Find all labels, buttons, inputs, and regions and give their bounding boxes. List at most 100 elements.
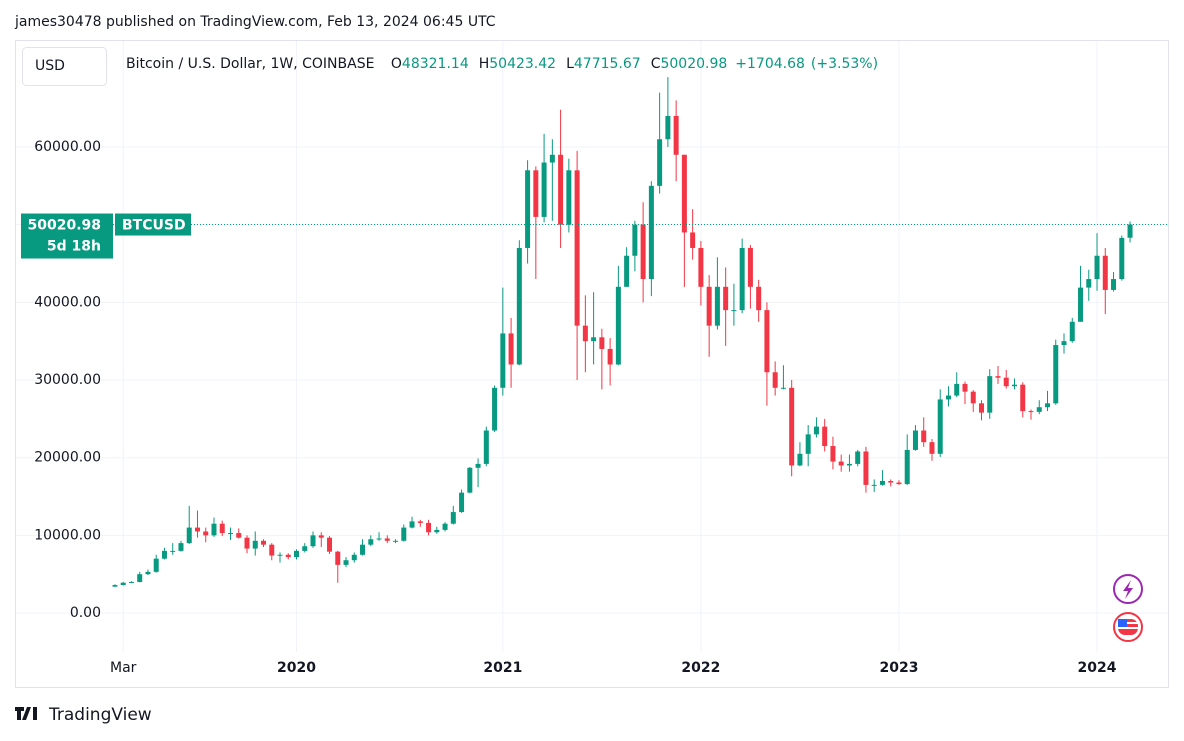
- candle-body: [335, 551, 341, 565]
- candle-body: [970, 391, 976, 404]
- candle-body: [285, 554, 291, 558]
- ohlc-value: 50423.42: [489, 56, 556, 72]
- candle-body: [648, 185, 654, 280]
- candle-body: [351, 554, 357, 561]
- candle-body: [706, 286, 712, 326]
- candle-body: [888, 480, 894, 483]
- candle-body: [822, 426, 828, 447]
- candle-body: [921, 430, 927, 443]
- candle-body: [327, 537, 333, 552]
- candle-body: [945, 395, 951, 400]
- candle-body: [128, 581, 134, 583]
- footer-logo: [15, 707, 37, 720]
- candle-body: [525, 170, 531, 248]
- candle-body: [1119, 237, 1125, 280]
- candle-body: [780, 387, 786, 389]
- candle-body: [591, 337, 597, 342]
- candle-body: [1069, 321, 1075, 342]
- candle-body: [1111, 279, 1117, 290]
- candle-body: [492, 387, 498, 431]
- candle-body: [112, 585, 118, 587]
- candle-body: [904, 449, 910, 485]
- candle-body: [459, 492, 465, 513]
- currency-label: USD: [35, 58, 65, 74]
- ohlc-prefix: H: [479, 56, 490, 72]
- candle-body: [417, 521, 423, 523]
- candle-body: [302, 546, 308, 551]
- candle-body: [467, 467, 473, 493]
- candle-body: [343, 560, 349, 565]
- ohlc-value: 50020.98: [660, 56, 727, 72]
- candle-body: [723, 286, 729, 311]
- candle-body: [1036, 407, 1042, 412]
- candle-body: [1094, 255, 1100, 280]
- candle-body: [376, 538, 382, 540]
- candle-body: [500, 333, 506, 388]
- x-tick-label: 2024: [1078, 660, 1117, 676]
- candle-body: [384, 538, 390, 541]
- candle-body: [252, 540, 258, 549]
- candle-body: [434, 529, 440, 533]
- price-label-box: [21, 213, 113, 259]
- candle-body: [838, 461, 844, 466]
- candle-body: [558, 154, 564, 225]
- candle-body: [1102, 255, 1108, 290]
- y-tick-label: 10000.00: [34, 527, 101, 543]
- logo-mark: [15, 707, 37, 720]
- candle-body: [393, 540, 399, 542]
- candle-body: [269, 544, 275, 556]
- x-tick-label: 2022: [681, 660, 720, 676]
- candle-body: [731, 310, 737, 312]
- candle-body: [681, 154, 687, 233]
- candle-body: [566, 170, 572, 225]
- y-tick-label: 0.00: [70, 605, 101, 621]
- candle-body: [450, 512, 456, 524]
- publisher-line: james30478 published on TradingView.com,…: [14, 14, 496, 30]
- candle-body: [203, 531, 209, 536]
- candle-body: [789, 387, 795, 466]
- candle-body: [186, 527, 192, 544]
- candle-body: [1061, 341, 1067, 346]
- candle-body: [442, 523, 448, 530]
- candle-body: [879, 480, 885, 485]
- candle-body: [219, 523, 225, 534]
- candle-body: [690, 232, 696, 248]
- candle-body: [120, 582, 126, 586]
- candle-body: [236, 533, 242, 538]
- candle-body: [747, 247, 753, 287]
- candle-body: [170, 550, 176, 552]
- series-label: BTCUSD: [122, 218, 186, 234]
- y-tick-label: 20000.00: [34, 450, 101, 466]
- candle-body: [1053, 345, 1059, 404]
- candle-body: [714, 286, 720, 326]
- candle-body: [797, 453, 803, 466]
- candle-body: [318, 535, 324, 538]
- candle-body: [483, 430, 489, 464]
- candle-body: [310, 535, 316, 547]
- candle-body: [954, 383, 960, 396]
- countdown-label: 5d 18h: [47, 239, 101, 255]
- candle-body: [574, 170, 580, 326]
- flag-stripe: [1118, 622, 1138, 624]
- candle-body: [929, 442, 935, 454]
- plot-area: [16, 41, 1168, 652]
- chart-frame: [15, 40, 1169, 688]
- candle-body: [863, 451, 869, 485]
- candle-body: [640, 224, 646, 280]
- currency-button[interactable]: [22, 47, 107, 86]
- y-tick-label: 60000.00: [34, 139, 101, 155]
- x-tick-label: 2023: [879, 660, 918, 676]
- symbol-title: Bitcoin / U.S. Dollar, 1W, COINBASE: [126, 56, 374, 72]
- candle-body: [1078, 287, 1084, 322]
- candle-body: [1003, 377, 1009, 387]
- ohlc-prefix: L: [566, 56, 574, 72]
- candle-body: [475, 463, 481, 468]
- candle-body: [533, 170, 539, 217]
- candle-body: [962, 383, 968, 392]
- symbol-legend: Bitcoin / U.S. Dollar, 1W, COINBASE O483…: [126, 56, 878, 72]
- candle-body: [987, 376, 993, 413]
- candle-body: [607, 348, 613, 365]
- flag-canton: [1118, 619, 1127, 627]
- candle-body: [805, 434, 811, 454]
- candle-body: [277, 554, 283, 556]
